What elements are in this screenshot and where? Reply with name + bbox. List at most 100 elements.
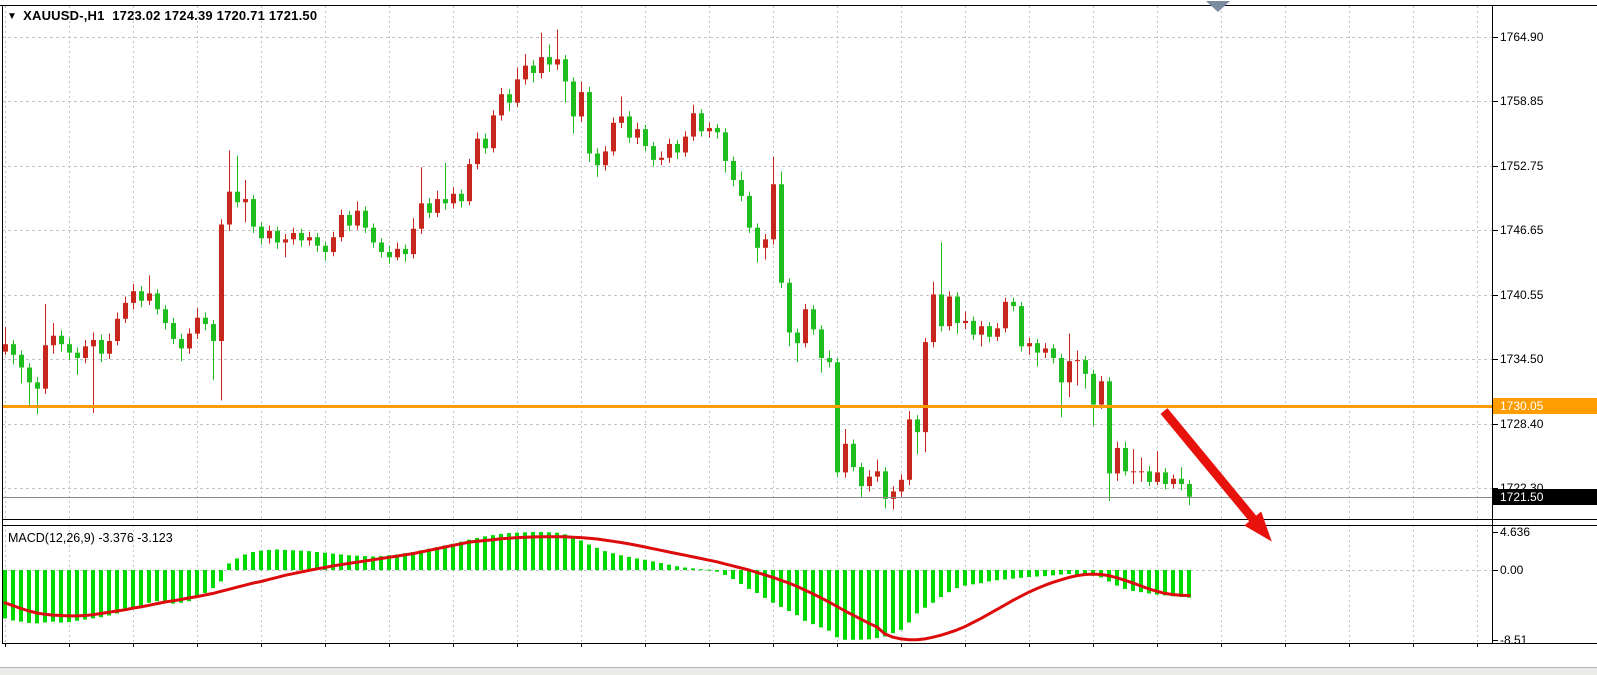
candle-body (315, 237, 320, 246)
scroll-marker-icon[interactable] (1206, 1, 1230, 12)
macd-histogram-bar (43, 570, 47, 623)
candle-body (355, 210, 360, 226)
candle-body (467, 164, 472, 202)
macd-histogram-bar (979, 570, 983, 584)
macd-histogram-bar (411, 551, 415, 570)
candle-body (1067, 361, 1072, 383)
macd-histogram-bar (891, 570, 895, 634)
quote-open: 1723.02 (112, 8, 161, 23)
macd-histogram-bar (627, 556, 631, 570)
macd-histogram-bar (139, 570, 143, 606)
macd-histogram-bar (115, 570, 119, 614)
macd-histogram-bar (67, 570, 71, 623)
macd-histogram-bar (459, 541, 463, 570)
candle-body (755, 227, 760, 248)
candle-body (195, 317, 200, 334)
quote-line: ▼ XAUUSD-,H1 1723.02 1724.39 1720.71 1721… (7, 8, 317, 23)
candle-body (907, 419, 912, 480)
macd-histogram-bar (27, 570, 31, 623)
macd-histogram-bar (283, 549, 287, 570)
candle-body (459, 193, 464, 202)
macd-histogram-bar (635, 558, 639, 570)
candle-body (371, 227, 376, 243)
macd-histogram-bar (483, 536, 487, 570)
macd-histogram-bar (467, 539, 471, 570)
macd-histogram-bar (811, 570, 815, 625)
macd-signal-value: -3.123 (137, 531, 173, 545)
candle-body (667, 143, 672, 158)
candle-body (211, 324, 216, 342)
macd-histogram-bar (771, 570, 775, 603)
trend-arrow-head[interactable] (1244, 511, 1272, 542)
candle-body (979, 326, 984, 335)
candle-body (147, 293, 152, 301)
candle-body (1011, 301, 1016, 307)
candle-body (915, 419, 920, 433)
candle-body (1187, 484, 1192, 497)
candle-body (1035, 343, 1040, 353)
candle-body (771, 184, 776, 240)
macd-histogram-bar (611, 553, 615, 570)
candle-body (963, 320, 968, 324)
macd-histogram-bar (643, 559, 647, 570)
macd-histogram-bar (1179, 570, 1183, 598)
candle-body (411, 228, 416, 255)
candle-body (1155, 472, 1160, 482)
candle-body (475, 138, 480, 165)
candle-body (699, 113, 704, 132)
macd-histogram-bar (211, 570, 215, 589)
macd-histogram-bar (259, 550, 263, 570)
candle-body (323, 245, 328, 253)
candle-body (659, 157, 664, 160)
candle-body (691, 113, 696, 137)
candle-body (787, 282, 792, 333)
macd-histogram-bar (1019, 570, 1023, 578)
candle-body (443, 199, 448, 204)
macd-histogram-bar (1171, 570, 1175, 597)
macd-histogram-bar (1147, 570, 1151, 594)
candle-body (843, 443, 848, 473)
candle-body (291, 232, 296, 240)
macd-histogram-bar (795, 570, 799, 616)
candle-body (1107, 381, 1112, 474)
macd-histogram-bar (1043, 570, 1047, 577)
candle-body (779, 184, 784, 283)
symbol-dropdown-icon[interactable]: ▼ (7, 11, 18, 22)
candle-body (395, 248, 400, 258)
macd-histogram-bar (1027, 570, 1031, 577)
trend-arrow-shaft[interactable] (1160, 408, 1259, 525)
horizontal-level-line[interactable] (2, 405, 1492, 408)
macd-signal-line (3, 535, 1191, 642)
macd-histogram-bar (955, 570, 959, 589)
macd-histogram-bar (11, 570, 15, 621)
bid-price-tag: 1721.50 (1493, 488, 1597, 505)
candle-body (995, 328, 1000, 337)
level-price-tag: 1730.05 (1493, 398, 1597, 415)
candle-body (571, 81, 576, 117)
macd-histogram-bar (1131, 570, 1135, 591)
macd-histogram-bar (907, 570, 911, 623)
candle-body (187, 333, 192, 349)
macd-histogram-bar (419, 550, 423, 570)
candle-body (331, 237, 336, 253)
candle-body (115, 318, 120, 342)
candle-body (1051, 348, 1056, 358)
candle-body (203, 317, 208, 325)
macd-histogram-bar (339, 554, 343, 570)
candle-body (267, 230, 272, 239)
macd-histogram-bar (707, 569, 711, 571)
macd-histogram-bar (107, 570, 111, 616)
candle-body (171, 323, 176, 339)
candle-body (483, 138, 488, 149)
macd-histogram-bar (723, 570, 727, 575)
macd-name: MACD(12,26,9) (8, 531, 95, 545)
candle-body (899, 479, 904, 492)
macd-histogram-bar (243, 554, 247, 570)
macd-histogram-bar (155, 570, 159, 602)
macd-histogram-bar (779, 570, 783, 607)
candle-body (1027, 343, 1032, 347)
macd-histogram-bar (451, 543, 455, 570)
time-axis[interactable]: 22 Aug 202223 Aug 02:0023 Aug 18:0024 Au… (0, 644, 1597, 666)
candle-body (43, 345, 48, 389)
